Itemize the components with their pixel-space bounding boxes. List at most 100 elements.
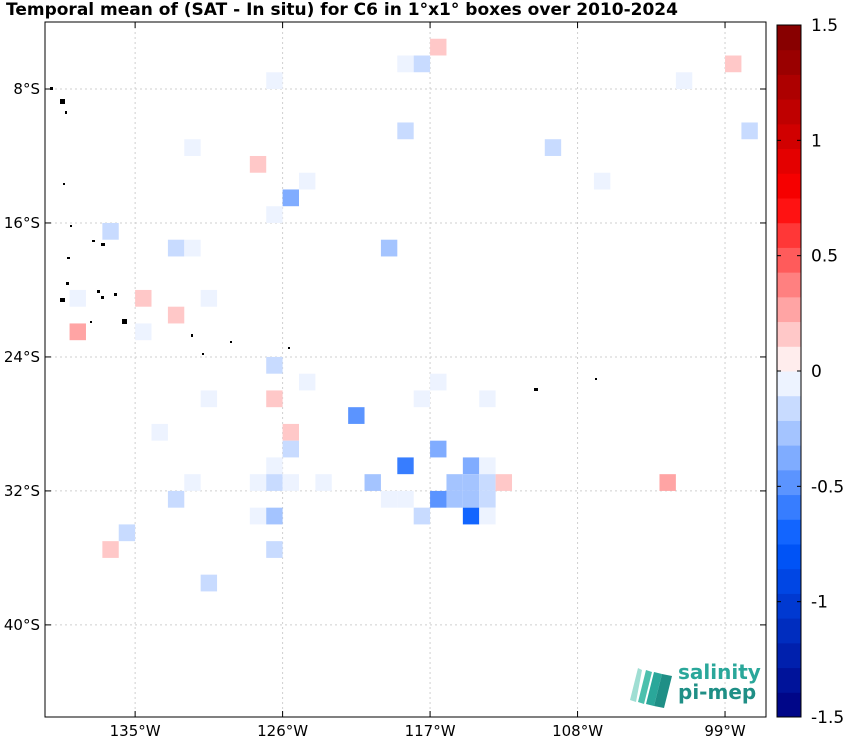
colorbar-swatch [777,25,801,51]
data-cell [184,474,201,491]
colorbar-swatch [777,321,801,347]
x-tick-label: 99°W [704,722,746,740]
x-axis-ticks: 135°W 126°W 117°W 108°W 99°W [110,22,746,740]
data-cell [430,38,447,56]
salinity-pimep-logo: salinity pi-mep [628,660,763,710]
y-tick-label: 16°S [4,214,40,232]
colorbar-swatch [777,99,801,125]
colorbar-swatch [777,642,801,669]
colorbar: 1.5 1 0.5 0 -0.5 -1 -1.5 [776,16,844,728]
colorbar-tick-label: -1 [811,593,828,613]
colorbar-swatch [777,519,801,545]
data-cell [659,474,676,491]
data-cell [167,306,185,324]
data-cell [184,139,201,156]
data-cell [200,574,218,592]
data-cell [282,440,299,458]
data-cell [413,390,431,408]
data-cell [151,423,168,441]
colorbar-swatch [777,593,801,619]
logo-text-salinity: salinity [678,660,761,684]
data-cell [741,122,758,140]
data-cell [167,490,185,508]
island-markers [50,87,597,391]
data-cell [167,239,185,257]
colorbar-tick-label: -1.5 [811,708,844,728]
data-cell [266,474,283,491]
data-cell [298,373,316,391]
data-cell [249,507,267,525]
colorbar-swatch [777,371,801,397]
data-cell [266,206,283,223]
data-cell [479,390,496,408]
colorbar-swatch [777,692,801,718]
colorbar-swatch [777,296,801,323]
y-tick-label: 40°S [4,616,40,634]
data-cell [135,289,152,307]
data-cell [479,507,496,525]
data-cell [593,172,611,190]
colorbar-swatch [777,148,801,174]
logo-waves-icon [630,668,672,708]
x-tick-label: 126°W [257,722,308,740]
data-cell [266,507,283,525]
x-tick-label: 135°W [110,722,161,740]
data-cell [446,474,463,491]
colorbar-swatch [777,74,801,100]
data-cell [282,423,299,441]
colorbar-swatch [777,123,801,150]
colorbar-tick-label: 0 [811,362,822,382]
data-cell [725,55,742,73]
colorbar-swatch [777,568,801,594]
data-cell [200,390,218,408]
data-cell [69,323,86,341]
data-cell [266,356,283,374]
data-cell [266,72,283,89]
data-cell [430,373,447,391]
data-cell [266,541,283,558]
colorbar-tick-label: 1 [811,131,822,151]
colorbar-swatch [777,667,801,693]
data-cells [69,38,758,592]
colorbar-swatch [777,445,801,471]
colorbar-swatch [777,198,801,224]
colorbar-swatch [777,469,801,496]
data-cell [413,55,431,73]
data-cell [462,474,480,491]
data-cell [397,55,414,73]
data-cell [495,474,513,491]
data-cell [298,172,316,190]
logo-text-pimep: pi-mep [678,680,757,704]
x-tick-label: 117°W [405,722,456,740]
data-cell [102,222,119,240]
data-cell [380,490,398,508]
data-cell [675,72,693,89]
data-cell [118,524,136,542]
data-cell [397,122,414,140]
data-cell [266,390,283,408]
colorbar-tick-label: 1.5 [811,16,838,36]
colorbar-tick-label: 0.5 [811,247,838,267]
data-cell [462,490,480,508]
colorbar-swatch [777,420,801,446]
data-cell [380,239,398,257]
data-cell [135,323,152,341]
data-cell [200,289,218,307]
data-cell [462,507,480,525]
colorbar-swatch [777,395,801,421]
data-cell [544,139,562,156]
data-cell [479,457,496,475]
data-cell [479,490,496,508]
data-cell [413,507,431,525]
colorbar-swatch [777,544,801,570]
data-cell [315,474,332,491]
data-cell [430,440,447,458]
data-cell [282,189,299,207]
colorbar-swatch [777,173,801,199]
chart-title: Temporal mean of (SAT - In situ) for C6 … [6,0,678,20]
data-cell [348,407,365,424]
data-cell [249,155,267,173]
y-tick-label: 8°S [13,80,40,98]
data-cell [282,474,299,491]
